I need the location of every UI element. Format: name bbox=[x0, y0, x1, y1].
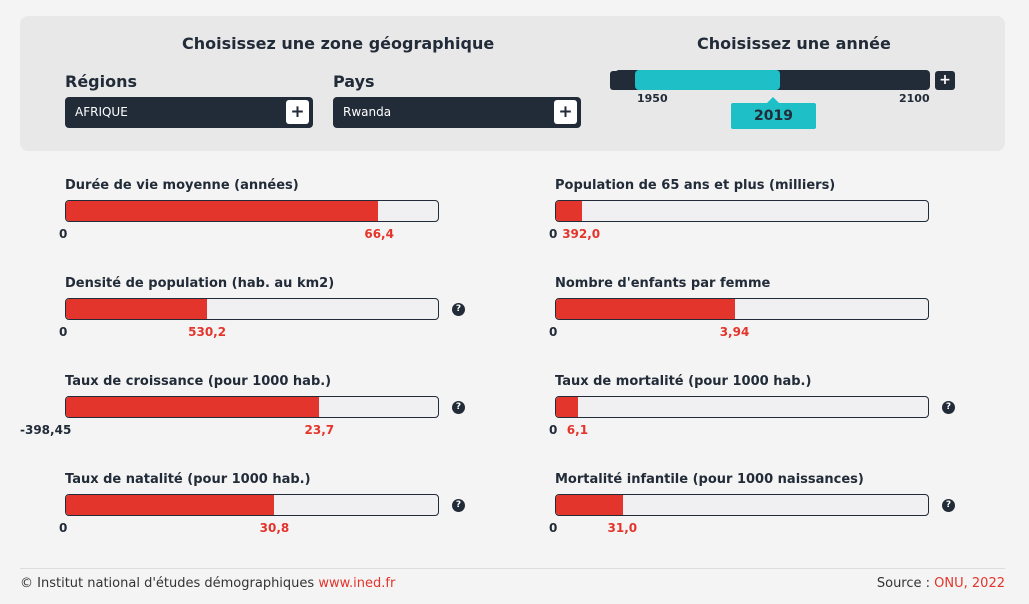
indicator-card: Densité de population (hab. au km2) 0 530,… bbox=[20, 276, 465, 339]
indicator-current-value: 30,8 bbox=[259, 521, 290, 535]
regions-plus-button[interactable]: + bbox=[286, 100, 309, 124]
zone-title: Choisissez une zone géographique bbox=[182, 34, 495, 53]
indicator-card: Mortalité infantile (pour 1000 naissance… bbox=[510, 472, 955, 535]
indicator-min-value: 0 bbox=[549, 227, 558, 241]
ined-link[interactable]: www.ined.fr bbox=[318, 576, 396, 591]
indicator-bar bbox=[65, 200, 439, 222]
indicator-bar bbox=[555, 494, 929, 516]
year-increment-button[interactable]: + bbox=[935, 71, 955, 90]
indicator-min-value: 0 bbox=[59, 227, 68, 241]
indicator-label: Durée de vie moyenne (années) bbox=[65, 178, 299, 193]
indicator-card: Population de 65 ans et plus (milliers) 0… bbox=[510, 178, 930, 241]
pays-plus-button[interactable]: + bbox=[554, 100, 577, 124]
source-label: Source : bbox=[876, 576, 935, 591]
year-min-label: 1950 bbox=[637, 92, 668, 105]
indicator-bar-fill bbox=[556, 397, 579, 417]
indicator-min-value: 0 bbox=[549, 325, 558, 339]
help-icon[interactable]: ? bbox=[942, 401, 955, 414]
indicator-current-value: 392,0 bbox=[562, 227, 601, 241]
year-slider[interactable] bbox=[615, 70, 930, 90]
indicator-current-value: 6,1 bbox=[566, 423, 589, 437]
indicator-current-value: 3,94 bbox=[719, 325, 750, 339]
indicator-bar-fill bbox=[66, 397, 319, 417]
indicator-card: Taux de natalité (pour 1000 hab.) 0 30,8? bbox=[20, 472, 465, 535]
indicator-current-value: 31,0 bbox=[607, 521, 638, 535]
indicator-card: Taux de croissance (pour 1000 hab.) -398,… bbox=[20, 374, 465, 437]
indicator-min-value: 0 bbox=[59, 521, 68, 535]
help-icon[interactable]: ? bbox=[452, 499, 465, 512]
indicator-card: Durée de vie moyenne (années) 0 66,4 bbox=[20, 178, 440, 241]
indicator-min-value: 0 bbox=[549, 423, 558, 437]
footer-source: Source : ONU, 2022 bbox=[877, 576, 1005, 591]
indicator-label: Taux de mortalité (pour 1000 hab.) bbox=[555, 374, 812, 389]
help-icon[interactable]: ? bbox=[942, 499, 955, 512]
source-year: , 2022 bbox=[963, 576, 1005, 591]
footer-credit: © Institut national d'études démographiq… bbox=[20, 576, 395, 591]
regions-select[interactable]: AFRIQUE + bbox=[65, 97, 313, 128]
indicator-bar bbox=[65, 494, 439, 516]
pays-label: Pays bbox=[333, 72, 375, 91]
year-value-badge: 2019 bbox=[731, 97, 816, 129]
pays-value: Rwanda bbox=[343, 105, 392, 119]
indicator-bar bbox=[555, 298, 929, 320]
indicator-bar-fill bbox=[66, 201, 379, 221]
indicator-label: Population de 65 ans et plus (milliers) bbox=[555, 178, 836, 193]
indicator-min-value: 0 bbox=[59, 325, 68, 339]
regions-label: Régions bbox=[65, 72, 138, 91]
footer-divider bbox=[20, 568, 1005, 569]
indicator-bar-fill bbox=[556, 495, 623, 515]
year-max-label: 2100 bbox=[899, 92, 930, 105]
help-icon[interactable]: ? bbox=[452, 401, 465, 414]
indicator-bar bbox=[555, 200, 929, 222]
help-icon[interactable]: ? bbox=[452, 303, 465, 316]
indicator-current-value: 23,7 bbox=[304, 423, 335, 437]
source-link[interactable]: ONU bbox=[934, 576, 964, 591]
indicator-bar bbox=[555, 396, 929, 418]
indicator-label: Taux de croissance (pour 1000 hab.) bbox=[65, 374, 332, 389]
indicator-card: Taux de mortalité (pour 1000 hab.) 0 6,1? bbox=[510, 374, 955, 437]
indicator-current-value: 530,2 bbox=[188, 325, 227, 339]
indicator-card: Nombre d'enfants par femme 0 3,94 bbox=[510, 276, 930, 339]
indicator-bar bbox=[65, 298, 439, 320]
indicator-bar-fill bbox=[66, 495, 275, 515]
indicator-current-value: 66,4 bbox=[364, 227, 394, 241]
indicator-bar bbox=[65, 396, 439, 418]
indicator-bar-fill bbox=[556, 201, 583, 221]
indicator-min-value: -398,45 bbox=[20, 423, 72, 437]
pays-select[interactable]: Rwanda + bbox=[333, 97, 581, 128]
indicator-label: Mortalité infantile (pour 1000 naissance… bbox=[555, 472, 864, 487]
year-slider-fill bbox=[635, 70, 780, 90]
indicator-bar-fill bbox=[66, 299, 208, 319]
copyright-text: © Institut national d'études démographiq… bbox=[20, 576, 319, 591]
indicator-min-value: 0 bbox=[549, 521, 558, 535]
year-title: Choisissez une année bbox=[697, 34, 891, 53]
regions-value: AFRIQUE bbox=[75, 105, 128, 119]
indicator-bar-fill bbox=[556, 299, 735, 319]
indicator-label: Nombre d'enfants par femme bbox=[555, 276, 771, 291]
indicator-label: Densité de population (hab. au km2) bbox=[65, 276, 335, 291]
indicator-label: Taux de natalité (pour 1000 hab.) bbox=[65, 472, 311, 487]
